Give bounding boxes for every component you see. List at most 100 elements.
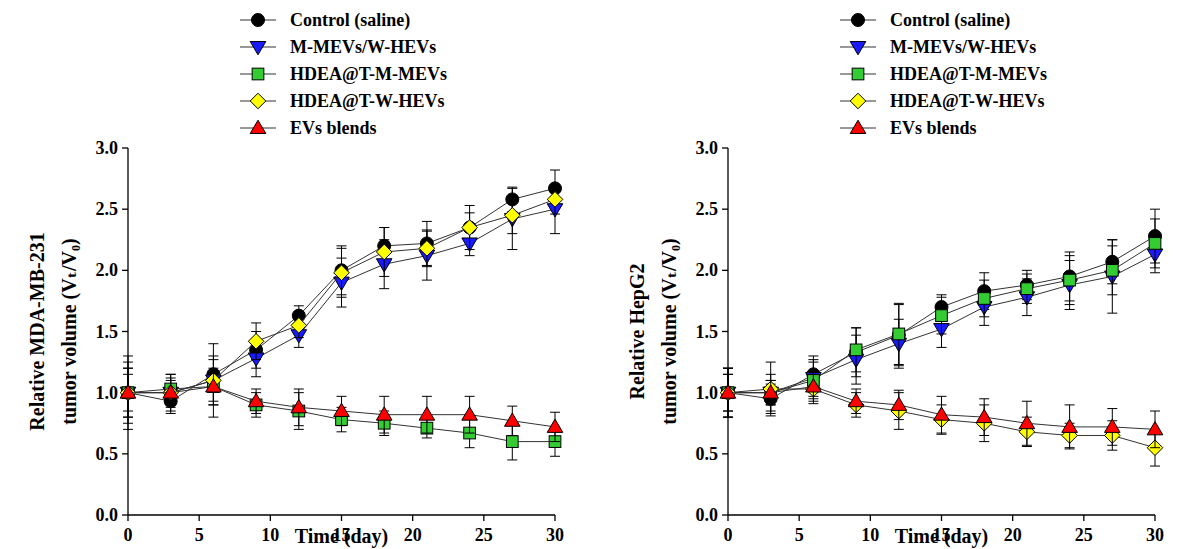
legend-label: HDEA@T-W-HEVs	[290, 91, 444, 111]
data-point	[1062, 419, 1078, 432]
series	[722, 209, 1162, 417]
y-tick	[722, 147, 728, 148]
series	[722, 219, 1161, 417]
data-point	[936, 310, 948, 322]
legend-label: Control (saline)	[290, 10, 410, 31]
data-point	[547, 419, 563, 432]
x-tick-label: 25	[1075, 525, 1093, 545]
series	[122, 368, 561, 460]
y-tick-label: 2.5	[696, 199, 719, 219]
y-tick-label: 2.0	[96, 260, 119, 280]
series-line	[728, 389, 1155, 448]
legend-marker	[250, 93, 266, 109]
y-tick	[722, 514, 728, 515]
y-tick-label: 1.0	[696, 383, 719, 403]
data-point	[850, 344, 862, 356]
y-tick-label: 2.0	[696, 260, 719, 280]
data-point	[892, 329, 905, 342]
legend-marker	[252, 68, 264, 80]
legend-label: EVs blends	[890, 118, 977, 138]
x-tick	[1012, 515, 1013, 521]
y-tick-label: 0.5	[96, 444, 119, 464]
y-tick	[122, 209, 128, 210]
error-bar	[1065, 256, 1075, 305]
x-axis-label: Time (day)	[895, 525, 989, 548]
x-tick-label: 10	[861, 525, 879, 545]
legend-label: HDEA@T-M-MEVs	[890, 64, 1047, 84]
x-tick-label: 5	[195, 525, 204, 545]
data-point	[291, 400, 307, 413]
data-point	[376, 244, 392, 260]
series	[720, 372, 1163, 449]
x-tick	[127, 515, 128, 521]
legend-entry: EVs blends	[240, 118, 377, 138]
y-tick	[722, 331, 728, 332]
error-bar	[1107, 240, 1117, 313]
x-tick-label: 30	[1146, 525, 1164, 545]
data-point	[419, 241, 435, 257]
y-tick-label: 1.5	[696, 322, 719, 342]
x-tick	[412, 515, 413, 521]
y-tick-label: 1.5	[96, 322, 119, 342]
data-point	[206, 379, 222, 392]
legend-entry: Control (saline)	[240, 10, 410, 31]
data-point	[978, 293, 990, 305]
series-line	[128, 387, 555, 427]
chart: 0.00.51.01.52.02.53.0051015202530Time (d…	[626, 10, 1164, 548]
error-bar	[979, 280, 989, 317]
y-tick	[722, 270, 728, 271]
x-tick	[1154, 515, 1155, 521]
error-bar	[851, 328, 861, 372]
legend-label: M-MEVs/W-HEVs	[890, 37, 1036, 57]
chart: 0.00.51.01.52.02.53.0051015202530Time (d…	[26, 10, 564, 548]
x-tick-label: 10	[261, 525, 279, 545]
data-point	[505, 207, 521, 223]
x-tick	[870, 515, 871, 521]
data-point	[1021, 283, 1033, 295]
data-point	[976, 409, 992, 422]
x-tick	[270, 515, 271, 521]
data-point	[506, 436, 518, 448]
series-line	[128, 188, 555, 401]
x-tick	[799, 515, 800, 521]
error-bar	[1107, 246, 1117, 295]
data-point	[934, 407, 950, 420]
legend-label: M-MEVs/W-HEVs	[290, 37, 436, 57]
x-tick-label: 20	[1004, 525, 1022, 545]
data-point	[848, 393, 864, 406]
series-line	[128, 387, 555, 442]
data-point	[462, 220, 478, 236]
x-tick-label: 0	[124, 525, 133, 545]
plot-area	[720, 209, 1163, 466]
data-point	[419, 407, 435, 420]
data-point	[163, 385, 179, 398]
data-point	[248, 393, 264, 406]
data-point	[120, 385, 136, 398]
y-axis-label: tumor volume (Vₜ/V₀)	[658, 238, 681, 424]
legend-marker	[852, 68, 864, 80]
series-line	[728, 236, 1155, 399]
legend-entry: EVs blends	[840, 118, 977, 138]
data-point	[1105, 419, 1121, 432]
y-tick-label: 1.0	[96, 383, 119, 403]
legend-label: HDEA@T-M-MEVs	[290, 64, 447, 84]
series-line	[128, 209, 555, 392]
y-tick-label: 0.0	[696, 505, 719, 525]
data-point	[1019, 415, 1035, 428]
legend-marker	[250, 120, 266, 133]
legend-entry: M-MEVs/W-HEVs	[240, 37, 436, 57]
data-point	[334, 265, 350, 281]
plot-area	[120, 170, 563, 460]
data-point	[1106, 264, 1118, 276]
data-point	[763, 385, 779, 398]
x-tick	[727, 515, 728, 521]
y-tick	[122, 270, 128, 271]
legend-marker	[850, 42, 866, 55]
y-tick	[122, 514, 128, 515]
data-point	[893, 328, 905, 340]
data-point	[891, 397, 907, 410]
y-tick	[122, 453, 128, 454]
data-point	[376, 407, 392, 420]
y-axis-label: Relative MDA-MB-231	[26, 232, 48, 430]
legend-entry: HDEA@T-M-MEVs	[840, 64, 1047, 84]
